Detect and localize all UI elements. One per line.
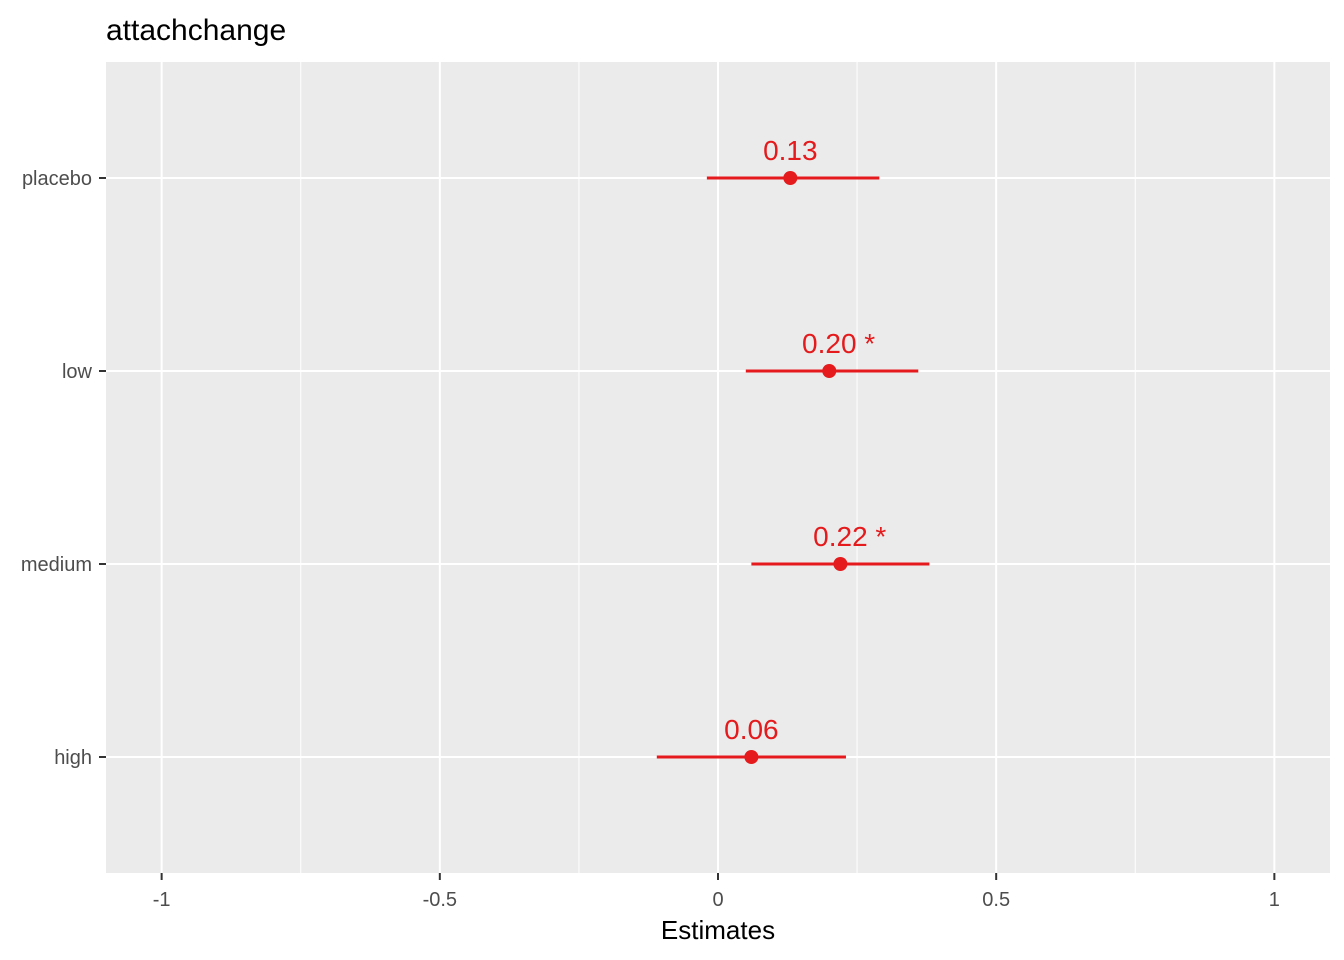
x-axis-title: Estimates <box>661 915 775 945</box>
y-tick-label: high <box>54 747 92 769</box>
y-tick-label: placebo <box>22 168 92 190</box>
estimate-point <box>833 557 848 571</box>
data-series: 0.13 0.20 * 0.22 * 0.06 <box>656 135 930 764</box>
estimate-label: 0.22 * <box>813 521 886 552</box>
x-tick-label: -1 <box>153 889 171 911</box>
estimate-group: 0.13 <box>706 135 880 185</box>
y-tick-label: low <box>62 361 93 383</box>
estimate-point <box>744 750 759 764</box>
estimate-group: 0.22 * <box>751 521 930 571</box>
estimate-label: 0.20 * <box>802 328 875 359</box>
y-tick-label: medium <box>21 554 92 576</box>
x-tick-label: 0.5 <box>982 889 1010 911</box>
estimate-point <box>783 171 798 185</box>
estimate-point <box>822 364 837 378</box>
x-tick-label: 0 <box>712 889 723 911</box>
axes: -1 -0.5 0 0.5 1 placebo low medium high <box>21 168 1280 911</box>
x-tick-label: 1 <box>1269 889 1280 911</box>
estimate-group: 0.20 * <box>745 328 919 378</box>
x-tick-label: -0.5 <box>423 889 457 911</box>
estimate-label: 0.13 <box>763 135 818 166</box>
estimate-label: 0.06 <box>724 714 779 745</box>
estimate-group: 0.06 <box>656 714 846 764</box>
chart-title: attachchange <box>106 14 286 47</box>
